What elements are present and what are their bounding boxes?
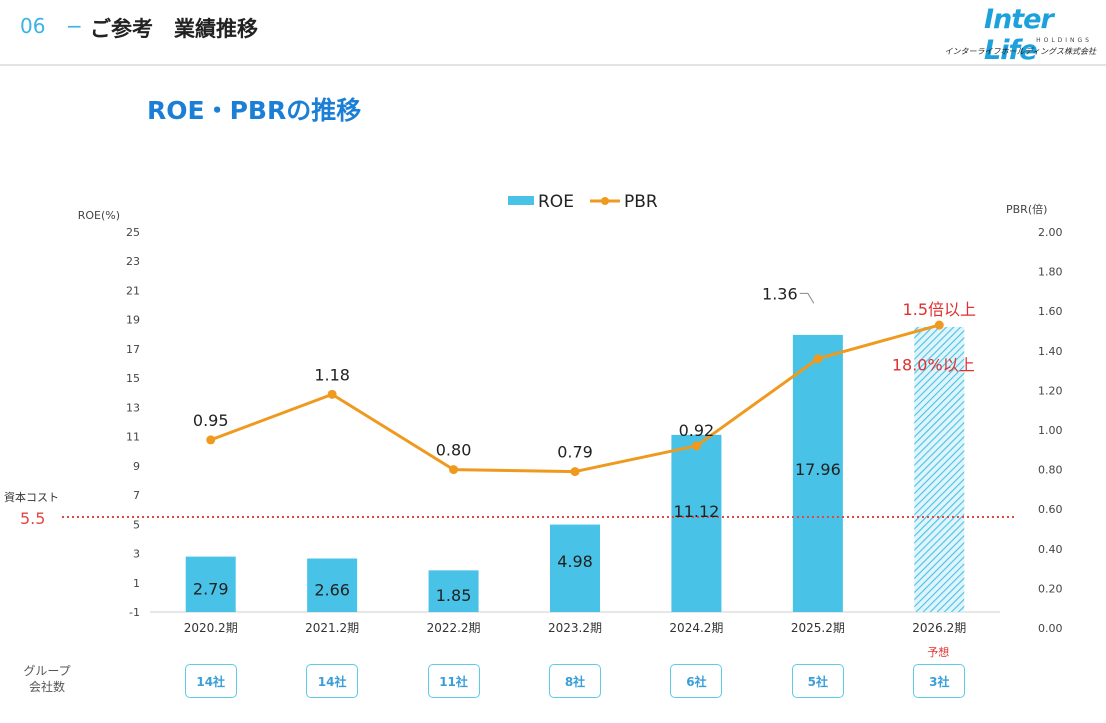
capital-cost-label: 資本コスト: [4, 490, 59, 504]
pbr-point: [813, 354, 823, 364]
header-divider: [0, 64, 1106, 66]
x-tick-label: 2026.2期: [912, 621, 966, 635]
y-left-tick: 7: [133, 489, 140, 502]
y-left-label: ROE(%): [78, 209, 120, 222]
y-left-tick: 1: [133, 577, 140, 590]
y-right-tick: 0.00: [1038, 622, 1063, 635]
section-number: 06: [20, 14, 46, 38]
y-left-tick: 23: [126, 255, 140, 268]
y-right-tick: 1.40: [1038, 345, 1063, 358]
section-title: ご参考 業績推移: [90, 17, 258, 41]
roe-data-label: 17.96: [795, 460, 841, 479]
pbr-point: [449, 465, 459, 475]
legend-pbr-marker: [601, 197, 609, 205]
y-right-tick: 0.60: [1038, 503, 1063, 516]
y-left-tick: 5: [133, 518, 140, 531]
group-count-box: 3社: [913, 664, 966, 698]
y-right-tick: 1.60: [1038, 305, 1063, 318]
roe-bar: [428, 570, 479, 612]
group-label-line2: 会社数: [28, 680, 65, 694]
y-right-tick: 0.80: [1038, 464, 1063, 477]
roe-data-label: 4.98: [557, 552, 593, 571]
x-tick-label: 2020.2期: [184, 621, 238, 635]
pbr-point: [934, 320, 944, 330]
section-dash: −: [66, 14, 83, 38]
chart-title: ROE・PBRの推移: [147, 96, 362, 125]
y-left-tick: 21: [126, 284, 140, 297]
pbr-data-label: 0.92: [679, 421, 715, 440]
pbr-point: [206, 435, 216, 445]
roe-bar-forecast: [914, 327, 965, 612]
y-left-tick: 25: [126, 226, 140, 239]
legend-roe-label: ROE: [538, 192, 574, 212]
x-tick-label: 2024.2期: [669, 621, 723, 635]
roe-bar: [307, 558, 358, 612]
group-count-box: 6社: [670, 664, 723, 698]
pbr-data-label: 0.80: [436, 441, 472, 460]
group-label-line1: グループ: [23, 664, 71, 678]
y-left-tick: 19: [126, 314, 140, 327]
pbr-data-label: 1.18: [314, 365, 350, 384]
y-left-tick: 13: [126, 401, 140, 414]
y-left-tick: -1: [129, 606, 140, 619]
group-count-label: グループ 会社数: [14, 663, 80, 695]
group-count-box: 11社: [427, 664, 480, 698]
y-right-tick: 2.00: [1038, 226, 1063, 239]
group-count-box: 14社: [184, 664, 237, 698]
x-tick-label: 2022.2期: [427, 621, 481, 635]
x-tick-label: 2023.2期: [548, 621, 602, 635]
x-tick-label: 2021.2期: [305, 621, 359, 635]
x-tick-label: 2025.2期: [791, 621, 845, 635]
roe-bar: [792, 334, 843, 612]
logo-jp: インターライフホールディングス株式会社: [944, 47, 1096, 56]
y-right-label: PBR(倍): [1006, 202, 1047, 216]
group-count-box: 5社: [791, 664, 844, 698]
roe-bar: [185, 556, 236, 612]
pbr-point: [691, 441, 701, 451]
pbr-data-label: 0.79: [557, 443, 593, 462]
roe-bar: [671, 434, 722, 612]
y-left-tick: 15: [126, 372, 140, 385]
y-right-tick: 1.20: [1038, 384, 1063, 397]
logo-sub: HOLDINGS: [1036, 37, 1092, 44]
y-left-tick: 17: [126, 343, 140, 356]
group-count-box: 8社: [549, 664, 601, 698]
y-right-tick: 1.00: [1038, 424, 1063, 437]
pbr-point: [570, 467, 580, 477]
y-left-tick: 9: [133, 460, 140, 473]
forecast-label: 予想: [927, 646, 950, 659]
group-count-box: 14社: [306, 664, 359, 698]
logo-text: Inter Life: [984, 4, 1054, 66]
y-right-tick: 1.80: [1038, 266, 1063, 279]
company-logo: Inter Life HOLDINGS インターライフホールディングス株式会社: [945, 4, 1096, 66]
legend-pbr-label: PBR: [624, 192, 658, 212]
pbr-point: [327, 389, 337, 399]
capital-cost-value: 5.5: [20, 509, 45, 528]
roe-target-label: 18.0%以上: [892, 356, 975, 375]
legend-roe-swatch: [508, 196, 534, 205]
pbr-target-label: 1.5倍以上: [903, 300, 976, 319]
roe-data-label: 1.85: [436, 586, 472, 605]
roe-data-label: 2.79: [193, 579, 229, 598]
pbr-data-label: 1.36: [762, 284, 798, 303]
y-left-tick: 3: [133, 548, 140, 561]
y-right-tick: 0.40: [1038, 543, 1063, 556]
pbr-label-leader: [799, 292, 815, 304]
pbr-data-label: 0.95: [193, 411, 229, 430]
y-left-tick: 11: [126, 431, 140, 444]
roe-bar: [550, 524, 600, 612]
roe-data-label: 11.12: [674, 502, 720, 521]
roe-data-label: 2.66: [314, 580, 350, 599]
header: 06 − ご参考 業績推移 Inter Life HOLDINGS インターライ…: [0, 0, 1106, 66]
y-right-tick: 0.20: [1038, 582, 1063, 595]
